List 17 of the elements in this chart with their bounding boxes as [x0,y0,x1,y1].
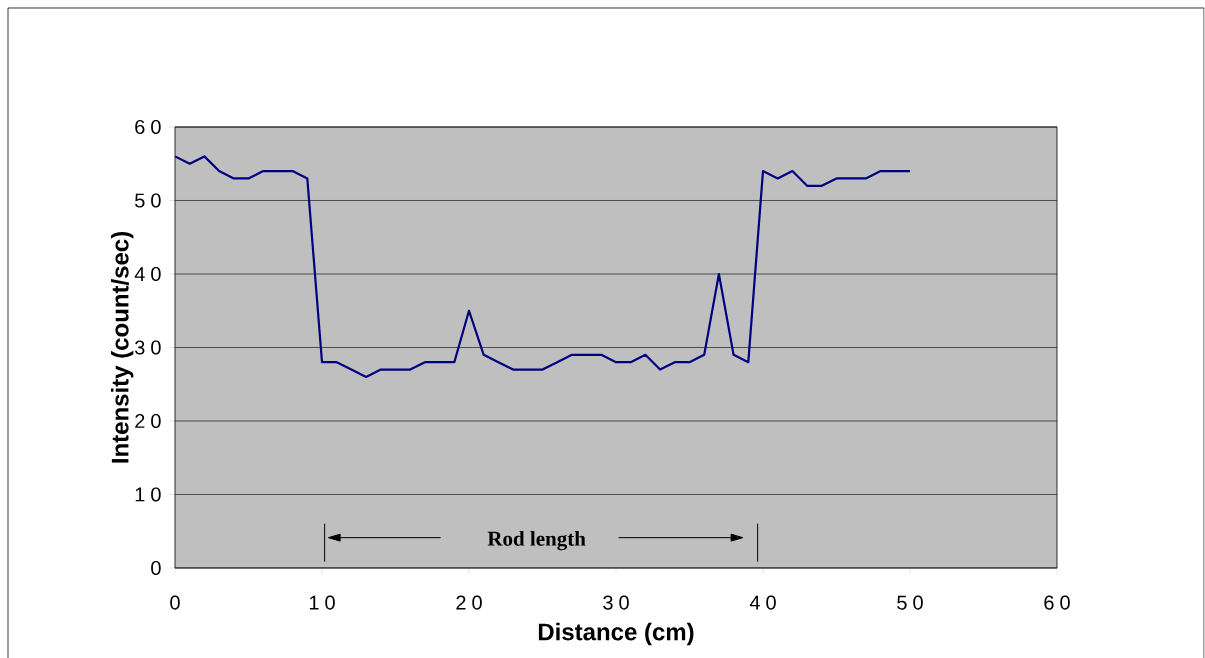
x-tick-label: 5 0 [897,595,923,610]
y-tick-label: 0 [151,560,161,576]
annotation: Rod length [487,531,586,551]
x-tick-label: 3 0 [603,595,629,610]
x-tick-label: 1 0 [309,595,335,610]
x-axis-title: Distance (cm) [538,622,694,646]
y-tick-label: 6 0 [135,119,161,135]
x-tick-label: 2 0 [456,595,482,610]
y-tick-label: 5 0 [135,193,161,208]
y-tick-label: 2 0 [135,413,161,429]
y-tick-label: 3 0 [135,340,161,355]
x-tick-label: 4 0 [749,595,776,610]
x-tick-label: 6 0 [1044,595,1070,610]
y-axis-title: Intensity (count/sec) [110,232,134,463]
y-tick-label: 1 0 [135,487,161,502]
x-tick-label: 0 [170,595,180,610]
y-tick-label: 4 0 [134,266,161,282]
